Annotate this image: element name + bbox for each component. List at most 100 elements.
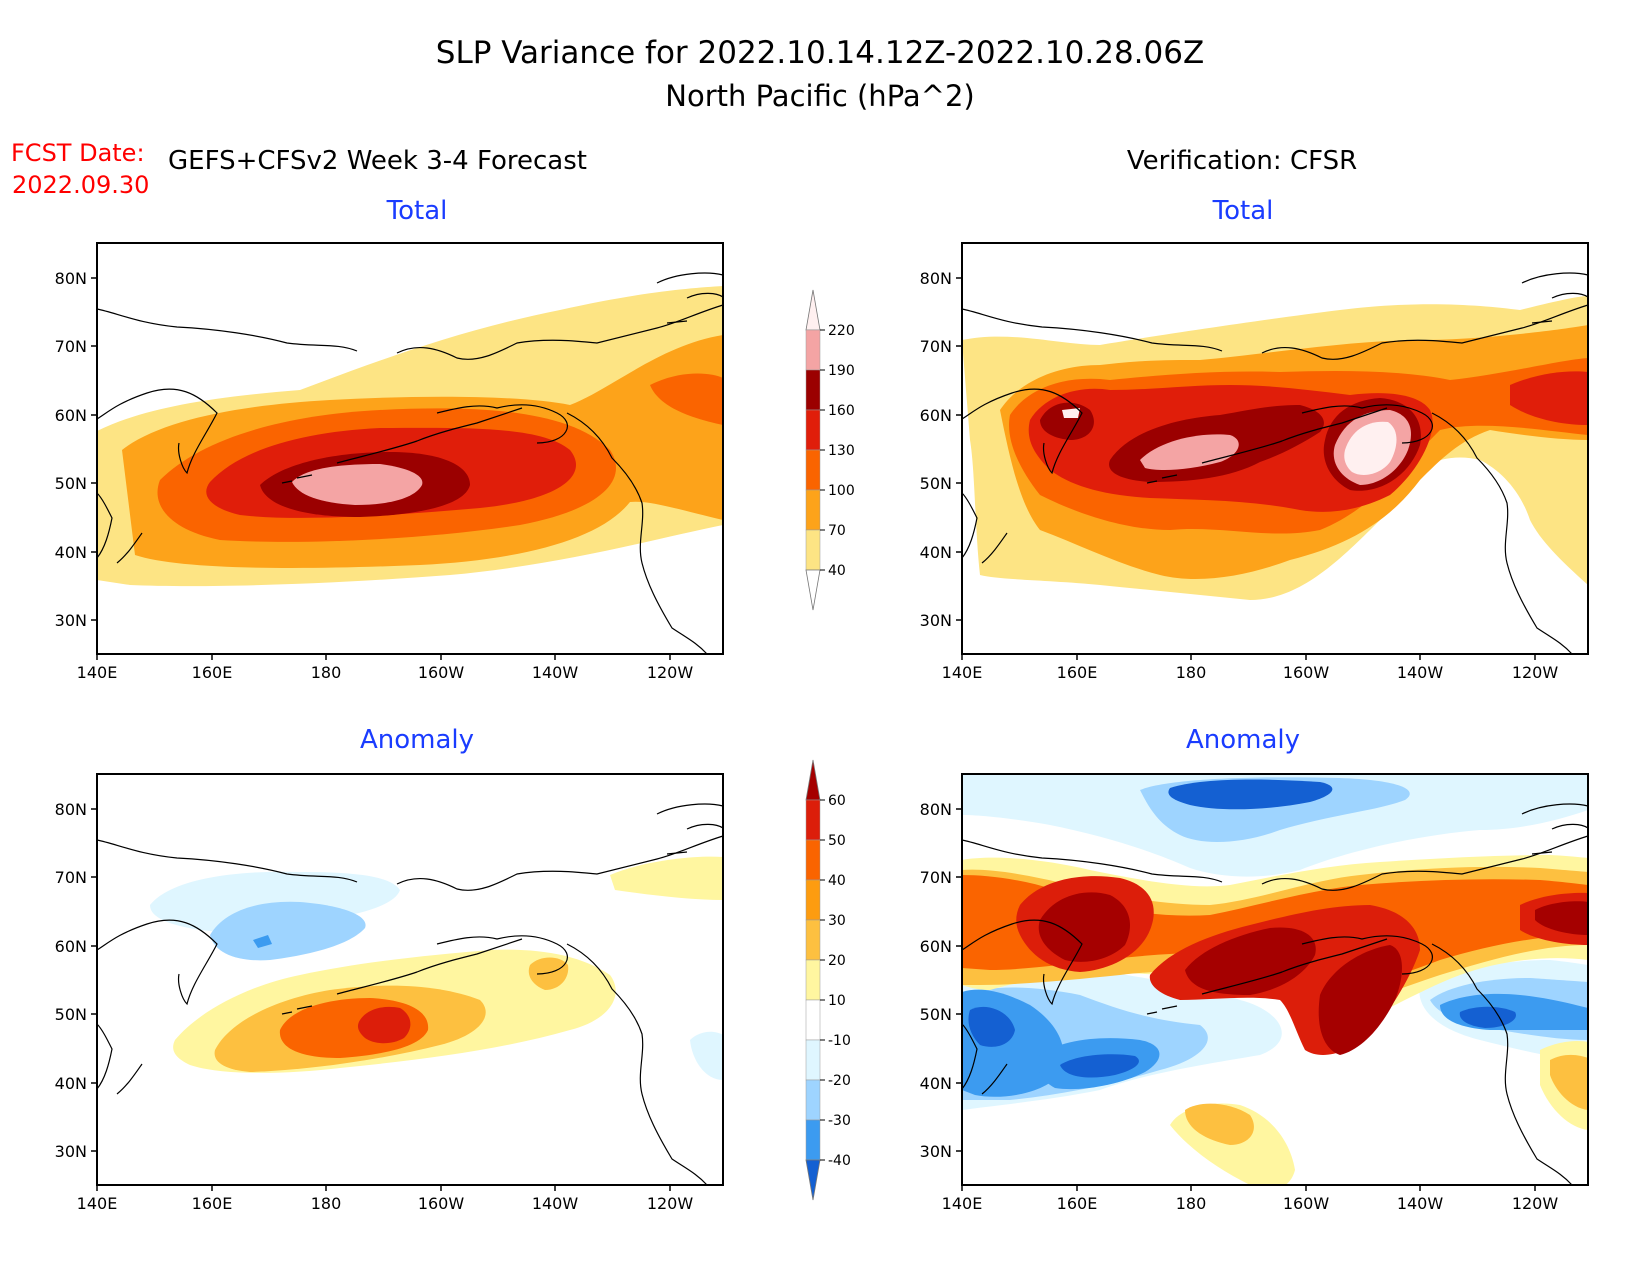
coastline bbox=[96, 919, 218, 1006]
lon-tick-label: 160W bbox=[418, 663, 465, 682]
lat-tick-label: 30N bbox=[920, 1142, 952, 1161]
colorbar-box bbox=[805, 1039, 821, 1081]
lat-tick-label: 40N bbox=[920, 543, 952, 562]
colorbar-anomaly: 60 50 40 30 20 10 -10 -20 -30 -40 bbox=[805, 759, 851, 1201]
coastline bbox=[656, 803, 724, 855]
colorbar-box bbox=[805, 369, 821, 411]
contour-anomaly-pos20-east bbox=[1550, 1054, 1588, 1110]
lat-tick-label: 30N bbox=[55, 611, 87, 630]
panel-frame-top-left bbox=[96, 242, 724, 655]
panel-frame-top-right bbox=[961, 242, 1589, 655]
lat-tick-label: 60N bbox=[55, 406, 87, 425]
contour-total-190 bbox=[292, 464, 423, 505]
lon-tick-label: 120W bbox=[1512, 1194, 1559, 1213]
lon-tick-label: 140W bbox=[532, 1194, 579, 1213]
coastline bbox=[1521, 803, 1589, 855]
colorbar-total: 220 190 160 130 100 70 40 bbox=[805, 289, 855, 611]
colorbar-box bbox=[805, 799, 821, 841]
coastline bbox=[116, 1063, 143, 1095]
lon-tick-label: 160E bbox=[1057, 663, 1098, 682]
lat-tick-label: 40N bbox=[55, 543, 87, 562]
coastline-set bbox=[961, 272, 1589, 655]
lon-tick-label: 180 bbox=[1176, 663, 1207, 682]
colorbar-box bbox=[805, 959, 821, 1001]
map-panel-forecast-total bbox=[97, 286, 723, 587]
axis-labels: 140E 160E 180 160W 140W 120W 80N 70N 60N 50N 40N 30… bbox=[55, 269, 1559, 1213]
contour-anomaly-pos10-ne bbox=[610, 856, 723, 900]
lat-tick-label: 70N bbox=[55, 337, 87, 356]
lat-tick-label: 60N bbox=[55, 937, 87, 956]
lon-tick-label: 140W bbox=[1397, 1194, 1444, 1213]
coastline bbox=[436, 404, 568, 444]
coastline bbox=[961, 388, 1083, 475]
colorbar-label: -20 bbox=[828, 1073, 851, 1089]
lat-tick-label: 80N bbox=[55, 800, 87, 819]
colorbar-end-top bbox=[805, 289, 821, 331]
lon-tick-label: 120W bbox=[647, 1194, 694, 1213]
coastline bbox=[566, 412, 708, 655]
colorbar-label: -40 bbox=[828, 1153, 851, 1169]
coastline-set bbox=[961, 803, 1589, 1186]
coastline bbox=[116, 532, 143, 564]
coastline bbox=[436, 935, 568, 975]
lat-tick-label: 40N bbox=[920, 1074, 952, 1093]
contour-anomaly-neg20 bbox=[210, 901, 366, 961]
lat-tick-label: 70N bbox=[920, 868, 952, 887]
lon-tick-label: 180 bbox=[311, 1194, 342, 1213]
colorbar-end-bottom bbox=[805, 569, 821, 611]
colorbar-label: 40 bbox=[828, 563, 846, 579]
contour-anomaly-neg40 bbox=[1168, 779, 1333, 810]
lon-tick-label: 180 bbox=[1176, 1194, 1207, 1213]
contour-anomaly-pos40 bbox=[357, 1006, 411, 1044]
map-panel-verification-anomaly bbox=[962, 774, 1588, 1185]
coastline bbox=[96, 492, 113, 559]
contour-total-190 bbox=[1140, 434, 1239, 470]
coastline bbox=[336, 407, 523, 464]
coastline bbox=[336, 938, 523, 995]
contour-total-220 bbox=[1344, 421, 1397, 475]
lon-tick-label: 160E bbox=[192, 1194, 233, 1213]
lon-tick-label: 120W bbox=[1512, 663, 1559, 682]
coastline bbox=[396, 304, 724, 360]
colorbar-label: 220 bbox=[828, 323, 855, 339]
coastline bbox=[566, 943, 708, 1186]
coastline bbox=[96, 839, 358, 883]
colorbar-box bbox=[805, 879, 821, 921]
colorbar-box bbox=[805, 329, 821, 371]
coastline bbox=[656, 272, 724, 324]
coastline bbox=[396, 835, 724, 891]
colorbar-box bbox=[805, 1119, 821, 1161]
colorbar-box bbox=[805, 999, 821, 1041]
coastline bbox=[961, 919, 1083, 1006]
coastline bbox=[1261, 304, 1589, 360]
contour-anomaly-pos50 bbox=[1038, 892, 1130, 962]
lat-tick-label: 80N bbox=[55, 269, 87, 288]
figure-title-line2: North Pacific (hPa^2) bbox=[665, 79, 974, 113]
panel-title-top-left: Total bbox=[386, 196, 448, 226]
coastline bbox=[1146, 474, 1178, 484]
panel-frame-bottom-right bbox=[961, 773, 1589, 1186]
lat-tick-label: 30N bbox=[55, 1142, 87, 1161]
coastline bbox=[281, 1005, 313, 1015]
lat-tick-label: 70N bbox=[55, 868, 87, 887]
panel-title-bottom-right: Anomaly bbox=[1186, 725, 1300, 755]
lon-tick-label: 160W bbox=[1283, 663, 1330, 682]
coastline bbox=[96, 308, 358, 352]
lon-tick-label: 120W bbox=[647, 663, 694, 682]
lat-tick-label: 60N bbox=[920, 406, 952, 425]
coastline bbox=[1521, 272, 1589, 324]
lon-tick-label: 140E bbox=[942, 1194, 983, 1213]
coastline bbox=[961, 308, 1223, 352]
lon-tick-label: 160E bbox=[1057, 1194, 1098, 1213]
contour-anomaly-pos50-mid bbox=[1185, 927, 1316, 995]
lon-tick-label: 180 bbox=[311, 663, 342, 682]
contour-anomaly-neg40-south bbox=[1060, 1054, 1139, 1078]
contour-anomaly-neg10-east bbox=[690, 1031, 723, 1080]
coastline bbox=[981, 1063, 1008, 1095]
fcst-date-value: 2022.09.30 bbox=[12, 171, 149, 199]
contour-total-220-west bbox=[1062, 408, 1080, 418]
contour-total-130-east bbox=[1510, 371, 1588, 425]
colorbar-box bbox=[805, 529, 821, 571]
colorbar-box bbox=[805, 1079, 821, 1121]
lat-tick-label: 30N bbox=[920, 611, 952, 630]
